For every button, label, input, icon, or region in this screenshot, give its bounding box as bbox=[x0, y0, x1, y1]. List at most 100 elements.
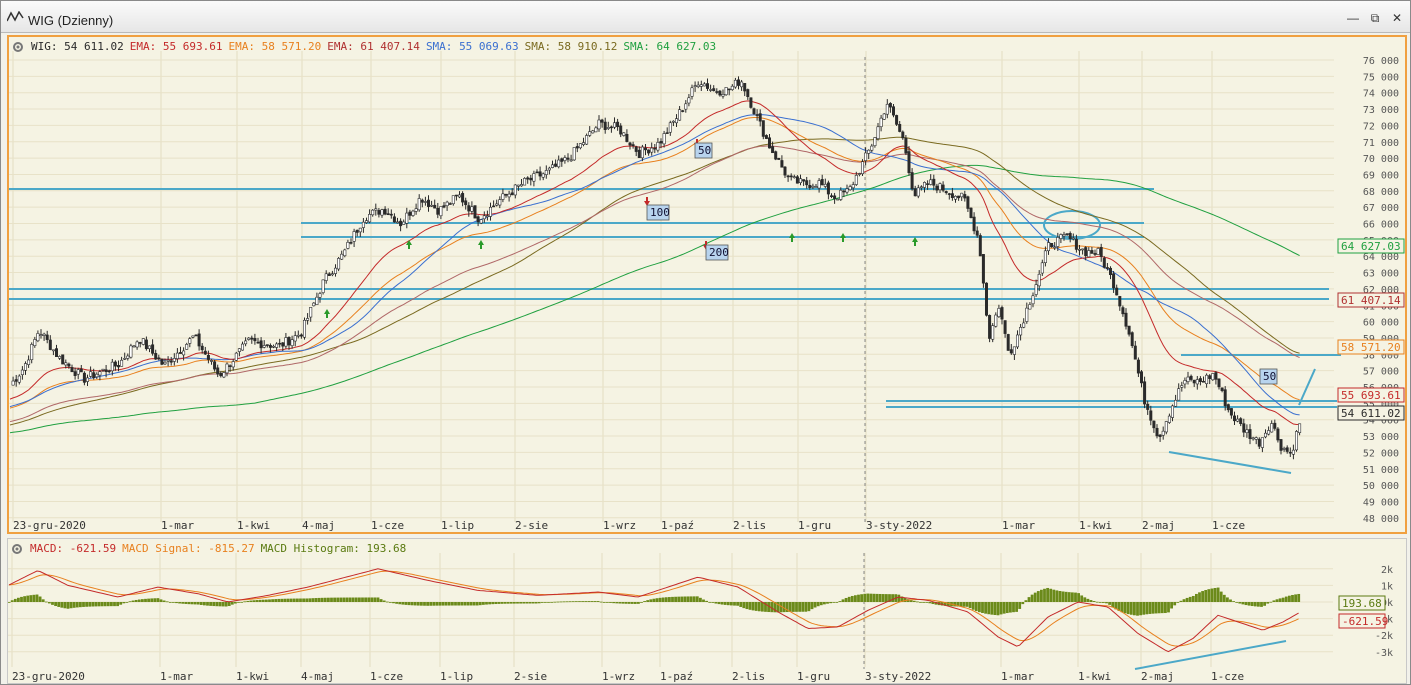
histogram-bar bbox=[38, 596, 42, 602]
histogram-bar bbox=[181, 602, 185, 604]
candle-body bbox=[1260, 437, 1264, 448]
candle-body bbox=[786, 175, 790, 178]
candle-body bbox=[516, 184, 520, 187]
candle-body bbox=[241, 343, 245, 351]
histogram-bar bbox=[962, 602, 966, 607]
settings-gear-icon[interactable] bbox=[10, 542, 24, 556]
candle-body bbox=[1105, 267, 1109, 269]
candle-body bbox=[213, 361, 217, 370]
candle-body bbox=[935, 185, 939, 191]
histogram-bar bbox=[1160, 602, 1164, 614]
candle-body bbox=[1112, 273, 1116, 289]
histogram-bar bbox=[565, 601, 569, 603]
date-tick-label: 1-lip bbox=[440, 670, 473, 683]
histogram-bar bbox=[51, 602, 54, 605]
price-badge-label: 61 407.14 bbox=[1341, 294, 1401, 307]
histogram-bar bbox=[1195, 593, 1198, 602]
candle-body bbox=[95, 373, 99, 378]
date-tick-label: 1-wrz bbox=[602, 670, 635, 683]
histogram-bar bbox=[8, 602, 11, 603]
candle-body bbox=[182, 350, 186, 356]
candle-body bbox=[910, 172, 914, 190]
histogram-bar bbox=[513, 602, 516, 604]
price-badge-box bbox=[1337, 339, 1405, 355]
candle-body bbox=[1295, 431, 1299, 451]
date-tick-label: 1-cze bbox=[1211, 670, 1244, 683]
candle-body bbox=[876, 126, 880, 139]
histogram-bar bbox=[1241, 602, 1245, 605]
histogram-bar bbox=[1092, 601, 1096, 602]
histogram-bar bbox=[739, 602, 743, 607]
candle-body bbox=[541, 173, 545, 178]
price-chart[interactable]: 76 000 75 000 74 000 73 000 72 000 71 000 70 0… bbox=[9, 37, 1405, 532]
price-badge-box bbox=[1337, 238, 1405, 254]
candle-body bbox=[86, 377, 90, 382]
histogram-bar bbox=[990, 602, 994, 615]
price-badge-box bbox=[1337, 387, 1405, 403]
date-tick-label: 1-lip bbox=[441, 519, 474, 532]
candle-body bbox=[352, 231, 356, 242]
histogram-bar bbox=[416, 602, 420, 606]
histogram-bar bbox=[457, 602, 460, 606]
restore-icon[interactable]: ⧉ bbox=[1370, 11, 1380, 25]
candle-body bbox=[575, 146, 579, 149]
candle-body bbox=[448, 203, 452, 205]
legend-value: 193.68 bbox=[366, 542, 407, 555]
candle-body bbox=[842, 190, 846, 193]
histogram-bar bbox=[209, 602, 212, 606]
candle-body bbox=[141, 338, 145, 345]
histogram-bar bbox=[463, 602, 467, 606]
histogram-bar bbox=[981, 602, 984, 613]
histogram-bar bbox=[599, 601, 603, 603]
macd-chart[interactable]: 2k1k0k-1k-2k-3k23-gru-20201-mar1-kwi4-ma… bbox=[8, 539, 1406, 683]
date-tick-label: 3-sty-2022 bbox=[866, 519, 932, 532]
macd-panel[interactable]: 2k1k0k-1k-2k-3k23-gru-20201-mar1-kwi4-ma… bbox=[7, 538, 1407, 684]
histogram-bar bbox=[602, 602, 606, 603]
price-tick-label: 55 000 bbox=[1363, 399, 1399, 410]
histogram-bar bbox=[265, 599, 268, 602]
sma-200-line bbox=[9, 164, 1300, 434]
candle-body bbox=[402, 221, 406, 225]
histogram-bar bbox=[850, 595, 854, 602]
close-icon[interactable]: ✕ bbox=[1391, 11, 1403, 25]
candle-body bbox=[30, 344, 34, 360]
legend-entry: EMA: 61 407.14 bbox=[327, 40, 420, 53]
candle-body bbox=[389, 213, 393, 216]
candle-body bbox=[699, 84, 703, 87]
histogram-bar bbox=[35, 594, 39, 602]
candle-body bbox=[1006, 334, 1010, 351]
price-badge-label: 58 571.20 bbox=[1341, 341, 1401, 354]
histogram-bar bbox=[75, 602, 79, 608]
candle-body bbox=[919, 186, 923, 189]
legend-value: 54 611.02 bbox=[64, 40, 124, 53]
candle-body bbox=[169, 360, 173, 363]
histogram-bar bbox=[767, 602, 770, 613]
candle-body bbox=[340, 253, 344, 260]
candle-body bbox=[1220, 387, 1224, 391]
candle-body bbox=[175, 352, 179, 359]
candle-body bbox=[681, 110, 685, 112]
ema-55-line bbox=[9, 117, 1300, 409]
histogram-bar bbox=[1126, 602, 1130, 615]
histogram-bar bbox=[934, 602, 938, 605]
histogram-bar bbox=[720, 602, 724, 605]
candle-body bbox=[727, 88, 731, 91]
date-tick-label: 1-gru bbox=[797, 670, 830, 683]
histogram-bar bbox=[912, 600, 916, 602]
candle-body bbox=[200, 345, 204, 351]
minimize-icon[interactable]: — bbox=[1347, 11, 1359, 25]
price-tick-label: 64 000 bbox=[1363, 252, 1399, 263]
candle-body bbox=[228, 365, 232, 367]
candle-body bbox=[845, 188, 849, 193]
histogram-bar bbox=[1120, 602, 1124, 613]
histogram-bar bbox=[1179, 600, 1183, 602]
histogram-bar bbox=[590, 601, 594, 602]
candle-body bbox=[1056, 237, 1060, 247]
histogram-bar bbox=[819, 602, 823, 606]
candle-body bbox=[851, 184, 855, 189]
candle-body bbox=[1102, 257, 1106, 268]
date-tick-label: 1-cze bbox=[370, 670, 403, 683]
settings-gear-icon[interactable] bbox=[11, 40, 25, 54]
price-chart-panel[interactable]: 76 000 75 000 74 000 73 000 72 000 71 000 70 0… bbox=[7, 35, 1407, 534]
candle-body bbox=[470, 206, 474, 212]
